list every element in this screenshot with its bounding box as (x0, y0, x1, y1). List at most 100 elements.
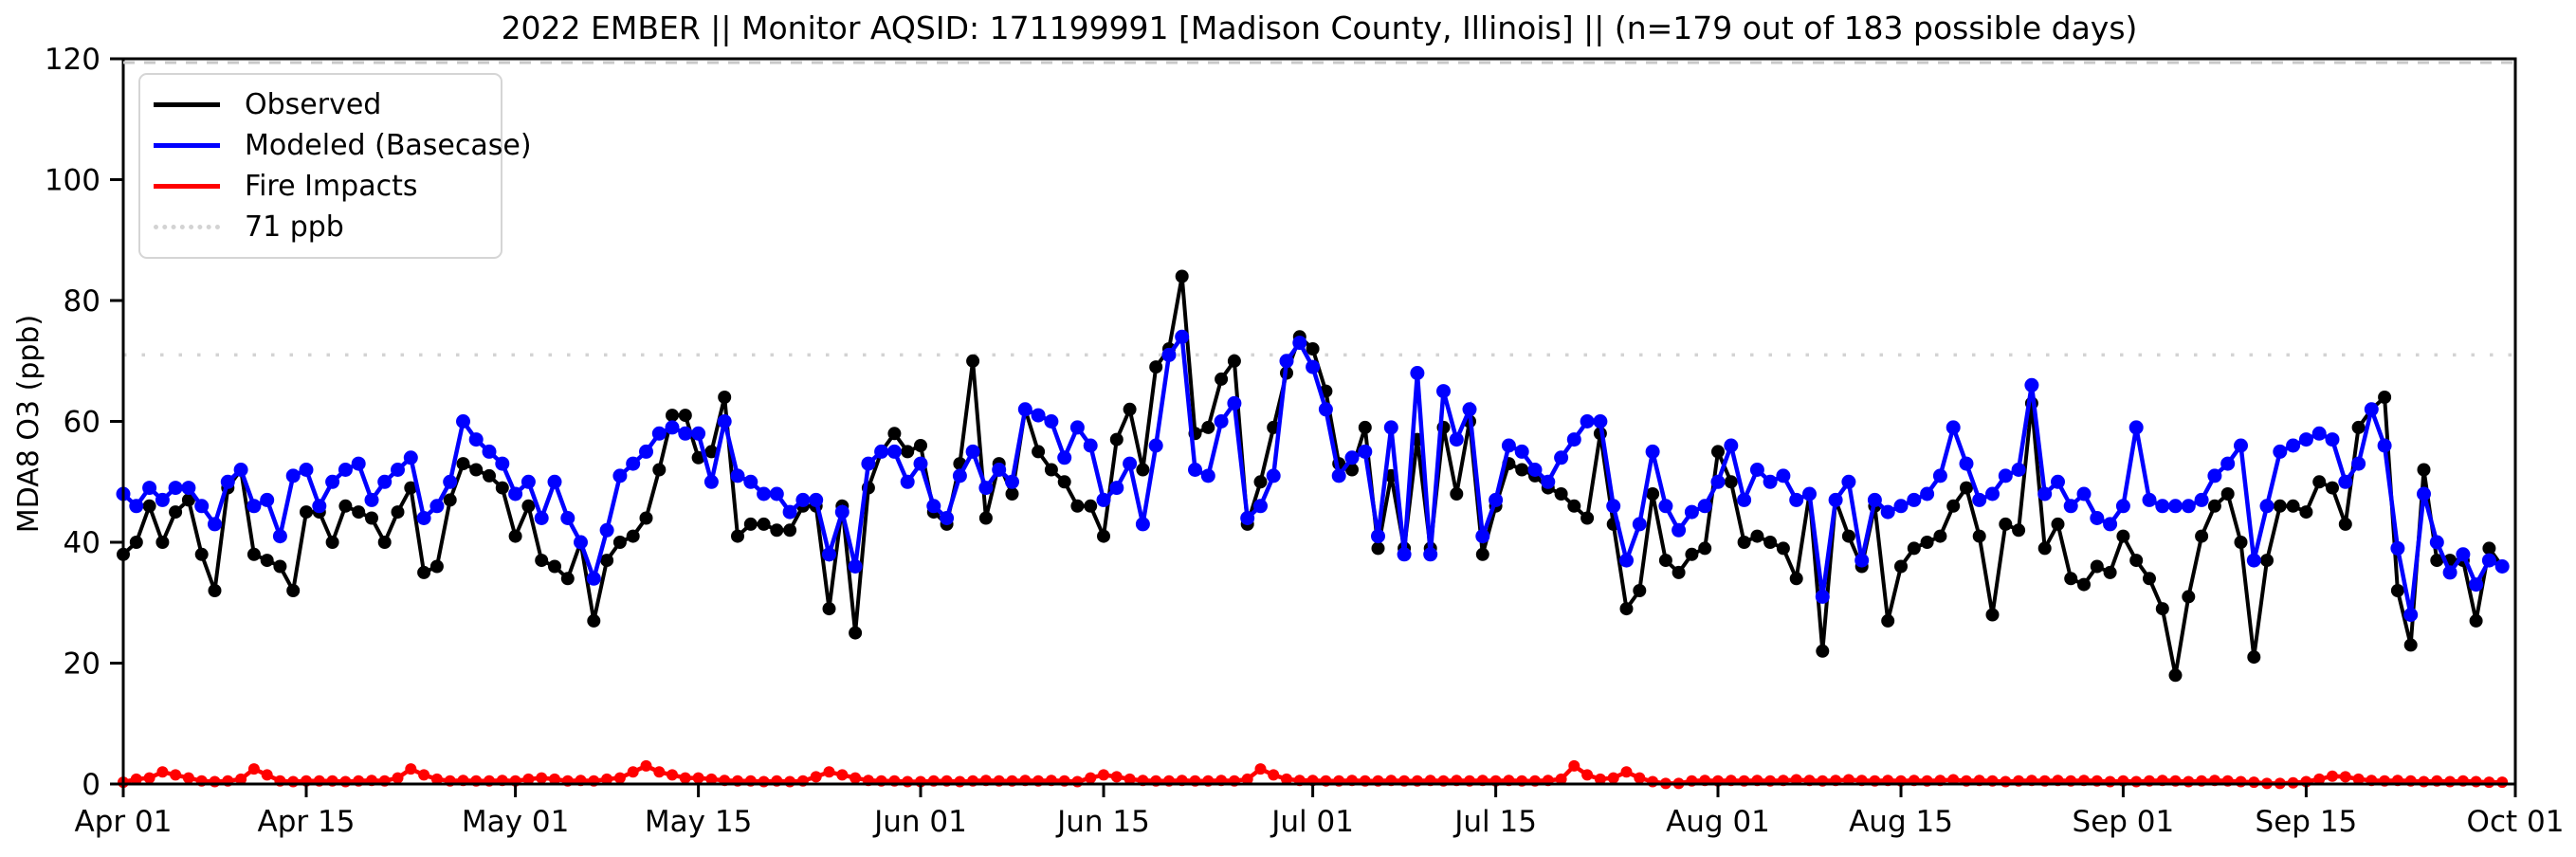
data-point (2429, 535, 2444, 550)
data-point (1710, 474, 1726, 489)
data-point (1554, 450, 1569, 465)
data-point (1423, 547, 1438, 562)
data-point (2000, 775, 2012, 788)
data-point (560, 572, 575, 586)
data-point (992, 463, 1007, 477)
data-point (1594, 773, 1606, 785)
data-point (130, 773, 142, 785)
data-point (1281, 773, 1292, 785)
data-point (1554, 487, 1568, 501)
data-point (1514, 444, 1529, 459)
data-point (1227, 395, 1242, 410)
data-point (901, 445, 915, 459)
data-point (1085, 772, 1097, 784)
data-point (784, 775, 796, 788)
data-point (850, 772, 862, 784)
data-point (731, 529, 744, 543)
data-point (1841, 529, 1855, 543)
data-point (143, 772, 155, 784)
y-tick-label: 80 (64, 284, 100, 319)
data-point (1489, 492, 1504, 507)
data-point (1436, 384, 1451, 399)
data-point (810, 771, 822, 783)
data-point (2417, 486, 2431, 501)
x-tick-label: Sep 01 (2073, 805, 2175, 839)
x-tick-label: Sep 15 (2256, 805, 2358, 839)
data-point (1175, 329, 1190, 344)
data-point (325, 474, 340, 489)
data-point (626, 529, 640, 543)
data-point (233, 463, 248, 477)
data-point (758, 775, 770, 788)
data-point (1985, 486, 2000, 501)
x-tick-label: Apr 01 (75, 805, 173, 839)
data-point (2220, 487, 2235, 501)
data-point (1685, 547, 1699, 561)
data-point (247, 499, 262, 514)
data-point (978, 511, 993, 525)
data-point (2037, 541, 2052, 556)
data-point (2248, 776, 2260, 789)
data-point (1161, 347, 1177, 362)
data-point (926, 499, 941, 514)
data-point (913, 456, 928, 471)
data-point (599, 522, 614, 538)
data-point (536, 772, 548, 784)
data-point (1867, 492, 1882, 507)
data-point (1005, 487, 1019, 501)
data-point (887, 427, 902, 441)
data-point (2104, 775, 2116, 788)
data-point (1724, 475, 1738, 489)
data-point (2325, 432, 2340, 447)
data-point (1069, 420, 1085, 435)
data-point (1306, 342, 1320, 356)
data-point (1737, 536, 1751, 549)
data-point (2168, 499, 2183, 514)
data-point (2207, 468, 2222, 483)
data-point (743, 517, 758, 531)
data-point (861, 456, 876, 471)
data-point (1634, 772, 1646, 784)
x-tick-label: Aug 15 (1849, 805, 1953, 839)
data-point (822, 547, 836, 562)
data-point (194, 499, 210, 514)
data-point (1566, 432, 1581, 447)
data-point (377, 474, 393, 489)
data-point (2103, 565, 2117, 579)
data-point (169, 505, 183, 520)
data-point (2338, 517, 2352, 531)
data-point (639, 444, 653, 459)
data-point (392, 772, 404, 784)
data-point (2417, 463, 2431, 477)
legend: Observed Modeled (Basecase) Fire Impacts… (138, 73, 532, 259)
data-point (508, 486, 523, 501)
data-point (1253, 499, 1268, 514)
data-point (902, 775, 914, 788)
data-point (1581, 769, 1594, 781)
data-point (978, 481, 994, 496)
data-point (1737, 492, 1752, 507)
legend-item-71ppb: 71 ppb (154, 207, 487, 247)
data-point (548, 559, 561, 574)
data-point (1123, 456, 1138, 471)
data-point (1894, 559, 1908, 574)
data-point (2377, 438, 2392, 453)
data-point (2024, 377, 2039, 392)
data-point (2481, 553, 2496, 568)
data-point (2011, 463, 2026, 477)
data-point (260, 492, 275, 507)
data-point (1933, 529, 1947, 543)
data-point (692, 772, 704, 784)
data-point (1149, 360, 1163, 374)
data-point (352, 505, 366, 520)
data-point (679, 772, 691, 784)
data-point (1658, 499, 1673, 514)
data-point (2115, 499, 2130, 514)
data-point (586, 571, 601, 586)
data-point (1135, 517, 1150, 532)
data-point (1999, 517, 2013, 531)
data-point (260, 554, 274, 568)
data-point (2403, 638, 2418, 652)
data-point (1647, 775, 1659, 788)
